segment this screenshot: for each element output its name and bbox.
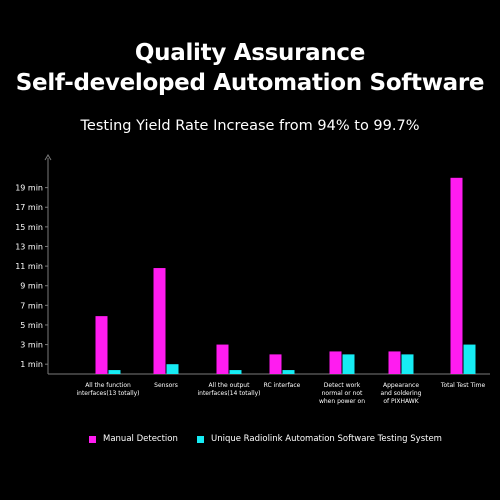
- x-tick-label-line: interfaces(13 totally): [76, 390, 139, 397]
- bar-manual: [153, 268, 166, 374]
- legend-item-manual: Manual Detection: [89, 431, 178, 447]
- y-tick-label: 19 min: [15, 184, 43, 193]
- x-tick-label: All the output interfaces(14 totally): [197, 382, 260, 397]
- chart-title-line-2: Self-developed Automation Software: [15, 70, 485, 96]
- bar-manual: [216, 344, 229, 374]
- bar-automation: [401, 354, 414, 374]
- legend-label-automation: Unique Radiolink Automation Software Tes…: [211, 434, 442, 444]
- y-tick-label: 3 min: [20, 341, 43, 350]
- legend-swatch-manual: [89, 435, 96, 443]
- bar-manual: [269, 354, 282, 374]
- bar-automation: [463, 344, 476, 374]
- y-axis-arrow: [44, 154, 52, 161]
- x-tick-label-line: Appearance: [383, 382, 419, 389]
- bar-automation: [229, 370, 242, 374]
- x-tick-label: Appearance and soldering of PIXHAWK: [381, 382, 422, 405]
- x-tick-label-line: All the output: [209, 382, 251, 389]
- x-tick-label-line: Detect work: [324, 382, 361, 389]
- x-tick-label: Detect work normal or not when power on: [319, 382, 365, 405]
- x-tick-label-line: when power on: [319, 398, 365, 405]
- legend-label-manual: Manual Detection: [103, 434, 178, 444]
- x-tick-label: RC interface: [264, 382, 301, 389]
- chart-legend: Manual Detection Unique Radiolink Automa…: [0, 431, 500, 447]
- bar-automation: [282, 370, 295, 374]
- y-tick-label: 9 min: [20, 282, 43, 291]
- x-tick-label-line: All the function: [85, 382, 131, 389]
- bar-automation: [166, 364, 179, 374]
- legend-swatch-automation: [197, 435, 204, 443]
- x-tick-label-line: Total Test Time: [440, 382, 486, 389]
- bar-automation: [342, 354, 355, 374]
- x-tick-label-line: and soldering: [381, 390, 422, 397]
- y-tick-label: 7 min: [20, 301, 43, 310]
- bar-manual: [329, 351, 342, 374]
- bar-automation: [108, 370, 121, 374]
- chart-title-line-1: Quality Assurance: [134, 40, 366, 66]
- y-tick-label: 13 min: [15, 242, 43, 251]
- y-tick-label: 1 min: [20, 360, 43, 369]
- y-tick-label: 5 min: [20, 321, 43, 330]
- legend-item-automation: Unique Radiolink Automation Software Tes…: [197, 431, 442, 447]
- x-tick-label-line: RC interface: [264, 382, 301, 389]
- y-tick-label: 11 min: [15, 262, 43, 271]
- x-tick-label-line: normal or not: [322, 390, 363, 397]
- x-tick-label: Total Test Time: [440, 382, 486, 389]
- x-tick-label-line: of PIXHAWK: [383, 398, 419, 405]
- x-tick-label-line: Sensors: [154, 382, 178, 389]
- bar-manual: [450, 177, 463, 374]
- y-tick-label: 17 min: [15, 203, 43, 212]
- y-tick-label: 15 min: [15, 223, 43, 232]
- bar-manual: [95, 316, 108, 374]
- x-tick-label: Sensors: [154, 382, 178, 389]
- chart-subtitle: Testing Yield Rate Increase from 94% to …: [80, 118, 420, 134]
- x-tick-label: All the function interfaces(13 totally): [76, 382, 139, 397]
- x-tick-label-line: interfaces(14 totally): [197, 390, 260, 397]
- bar-manual: [388, 351, 401, 374]
